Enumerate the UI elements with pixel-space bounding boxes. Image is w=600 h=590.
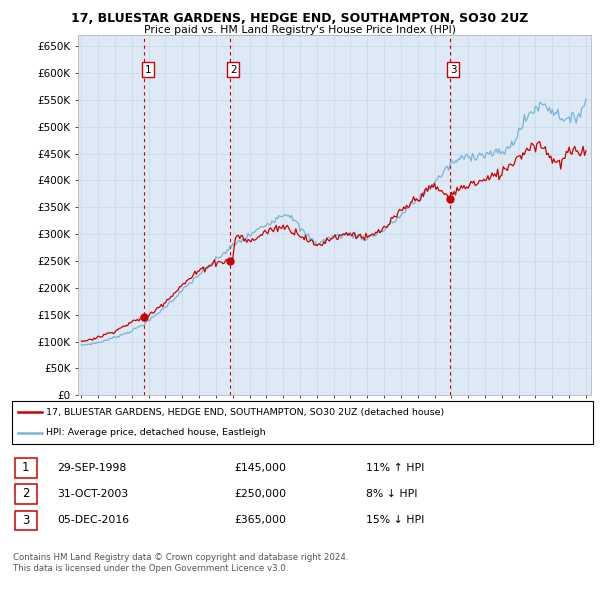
Text: £145,000: £145,000 (234, 463, 286, 473)
Text: Contains HM Land Registry data © Crown copyright and database right 2024.: Contains HM Land Registry data © Crown c… (13, 553, 349, 562)
Text: 05-DEC-2016: 05-DEC-2016 (57, 516, 129, 525)
Text: 17, BLUESTAR GARDENS, HEDGE END, SOUTHAMPTON, SO30 2UZ (detached house): 17, BLUESTAR GARDENS, HEDGE END, SOUTHAM… (46, 408, 444, 417)
Text: £365,000: £365,000 (234, 516, 286, 525)
Text: 31-OCT-2003: 31-OCT-2003 (57, 489, 128, 499)
Text: 2: 2 (22, 487, 29, 500)
Bar (15, 510, 37, 530)
Text: HPI: Average price, detached house, Eastleigh: HPI: Average price, detached house, East… (46, 428, 265, 437)
Text: 11% ↑ HPI: 11% ↑ HPI (366, 463, 424, 473)
Text: 15% ↓ HPI: 15% ↓ HPI (366, 516, 424, 525)
Text: This data is licensed under the Open Government Licence v3.0.: This data is licensed under the Open Gov… (13, 564, 289, 573)
Text: Price paid vs. HM Land Registry's House Price Index (HPI): Price paid vs. HM Land Registry's House … (144, 25, 456, 35)
Text: 29-SEP-1998: 29-SEP-1998 (57, 463, 126, 473)
Bar (15, 458, 37, 478)
Text: 8% ↓ HPI: 8% ↓ HPI (366, 489, 418, 499)
Text: £250,000: £250,000 (234, 489, 286, 499)
Text: 3: 3 (450, 64, 457, 74)
Text: 2: 2 (230, 64, 236, 74)
Text: 1: 1 (145, 64, 151, 74)
Text: 1: 1 (22, 461, 29, 474)
Text: 17, BLUESTAR GARDENS, HEDGE END, SOUTHAMPTON, SO30 2UZ: 17, BLUESTAR GARDENS, HEDGE END, SOUTHAM… (71, 12, 529, 25)
Bar (15, 484, 37, 504)
Text: 3: 3 (22, 514, 29, 527)
